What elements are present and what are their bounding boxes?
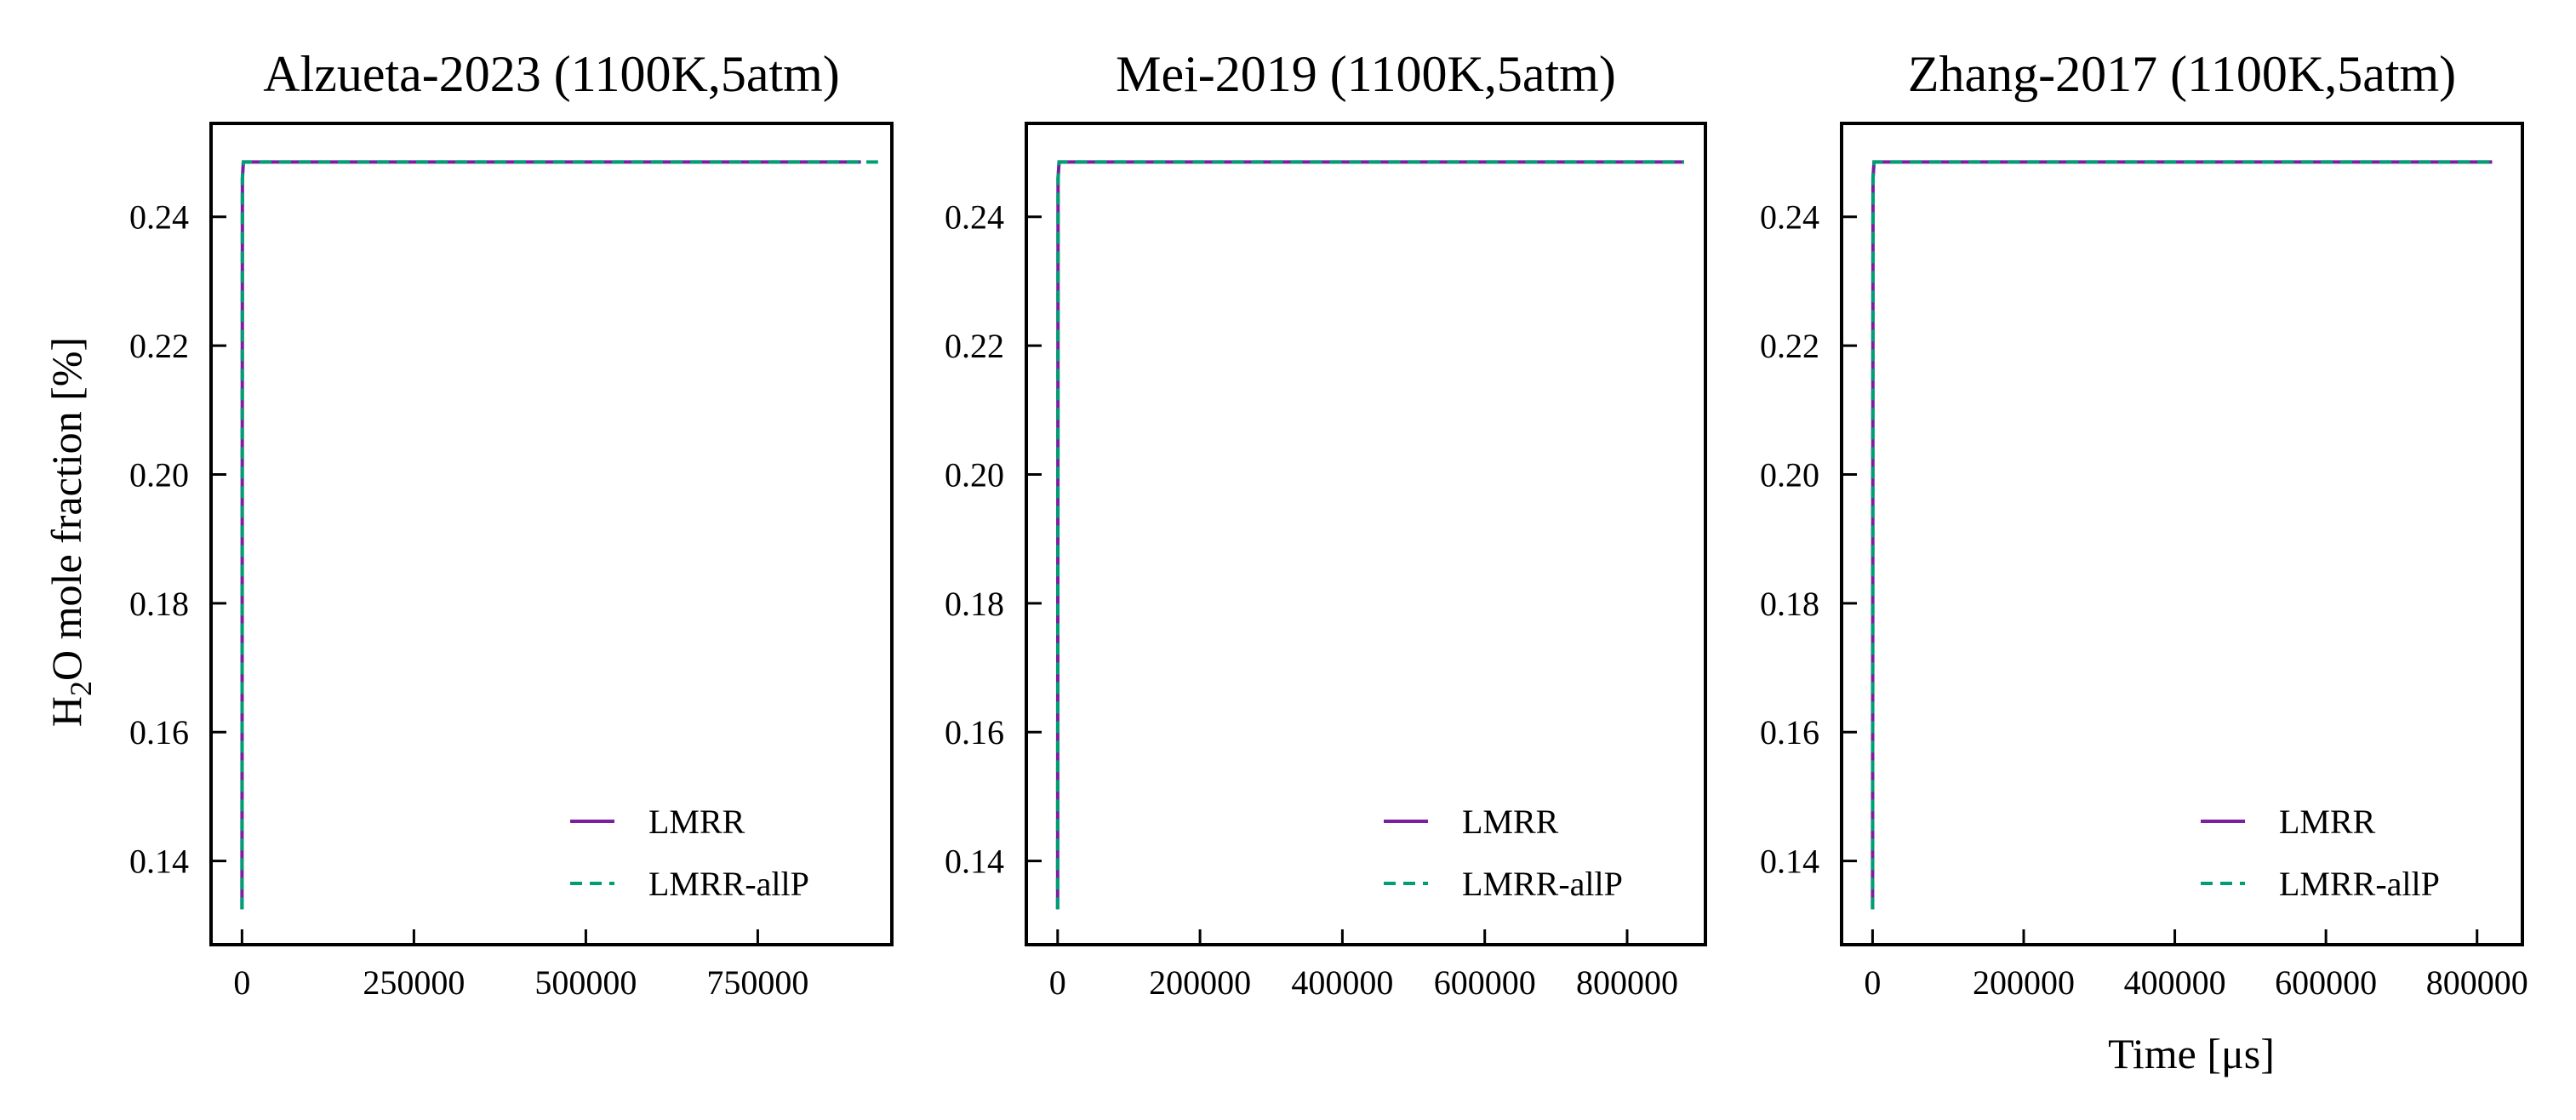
y-tick-label: 0.22 bbox=[945, 327, 1004, 365]
x-tick-label: 0 bbox=[233, 963, 250, 1002]
panel-mei-2019: Mei-2019 (1100K,5atm) 0.14 0.16 0.18 0.20 0.2… bbox=[945, 46, 1707, 1002]
y-tick-label: 0.20 bbox=[129, 455, 189, 494]
legend-label-lmrr: LMRR bbox=[2279, 803, 2376, 841]
x-tick-label: 400000 bbox=[1291, 963, 1393, 1002]
x-tick-label: 800000 bbox=[1576, 963, 1678, 1002]
x-tick-label: 0 bbox=[1864, 963, 1881, 1002]
y-tick-label: 0.18 bbox=[129, 585, 189, 623]
y-tick-label: 0.24 bbox=[1760, 198, 1819, 237]
plot-frame bbox=[209, 122, 894, 946]
y-axis-label-main: H bbox=[43, 696, 90, 727]
y-tick-label: 0.16 bbox=[129, 713, 189, 751]
y-tick-label: 0.14 bbox=[1760, 843, 1819, 881]
series-line-lmrr bbox=[1871, 160, 2493, 910]
x-tick-label: 500000 bbox=[534, 963, 637, 1002]
panel-alzueta-2023: Alzueta-2023 (1100K,5atm) 0.14 0.16 0.18 0.2… bbox=[129, 46, 894, 1002]
y-tick-label: 0.14 bbox=[129, 843, 189, 881]
y-tick-label: 0.20 bbox=[1760, 455, 1819, 494]
series-line-lmrr bbox=[240, 160, 861, 910]
legend-label-lmrr-allp: LMRR-allP bbox=[1462, 865, 1623, 903]
series-line-lmrr bbox=[1055, 160, 1684, 910]
y-tick-label: 0.16 bbox=[945, 713, 1004, 751]
y-tick-label: 0.22 bbox=[1760, 327, 1819, 365]
series-line-lmrr-allp bbox=[240, 160, 878, 910]
legend-label-lmrr-allp: LMRR-allP bbox=[2279, 865, 2440, 903]
x-tick-label: 250000 bbox=[363, 963, 465, 1002]
chart-title: Mei-2019 (1100K,5atm) bbox=[1116, 46, 1616, 102]
series-line-lmrr-allp bbox=[1871, 160, 2493, 910]
legend-label-lmrr: LMRR bbox=[1462, 803, 1559, 841]
y-tick-label: 0.22 bbox=[129, 327, 189, 365]
plot-frame bbox=[1025, 122, 1707, 946]
x-tick-label: 400000 bbox=[2124, 963, 2226, 1002]
x-tick-label: 0 bbox=[1049, 963, 1066, 1002]
y-tick-label: 0.18 bbox=[1760, 585, 1819, 623]
legend-label-lmrr: LMRR bbox=[648, 803, 745, 841]
panel-zhang-2017: Zhang-2017 (1100K,5atm) 0.14 0.16 0.18 0.20 0… bbox=[1760, 46, 2528, 1002]
y-axis-label-subscript: 2 bbox=[64, 681, 98, 696]
y-axis-label: H2O mole fraction [%] bbox=[43, 337, 98, 727]
plot-frame bbox=[1840, 122, 2524, 946]
y-tick-label: 0.18 bbox=[945, 585, 1004, 623]
x-axis-label: Time [μs] bbox=[2108, 1030, 2275, 1077]
y-tick-label: 0.16 bbox=[1760, 713, 1819, 751]
series-line-lmrr-allp bbox=[1055, 160, 1684, 910]
legend-label-lmrr-allp: LMRR-allP bbox=[648, 865, 809, 903]
x-tick-label: 750000 bbox=[706, 963, 808, 1002]
chart-title: Alzueta-2023 (1100K,5atm) bbox=[263, 46, 840, 102]
y-tick-label: 0.24 bbox=[945, 198, 1004, 237]
y-tick-label: 0.24 bbox=[129, 198, 189, 237]
chart-title: Zhang-2017 (1100K,5atm) bbox=[1908, 46, 2456, 102]
x-tick-label: 600000 bbox=[2275, 963, 2377, 1002]
x-tick-label: 800000 bbox=[2426, 963, 2528, 1002]
y-tick-label: 0.20 bbox=[945, 455, 1004, 494]
y-axis-label-rest: O mole fraction [%] bbox=[43, 337, 90, 681]
x-tick-label: 600000 bbox=[1434, 963, 1536, 1002]
x-tick-label: 200000 bbox=[1149, 963, 1251, 1002]
y-tick-label: 0.14 bbox=[945, 843, 1004, 881]
x-tick-label: 200000 bbox=[1973, 963, 2075, 1002]
